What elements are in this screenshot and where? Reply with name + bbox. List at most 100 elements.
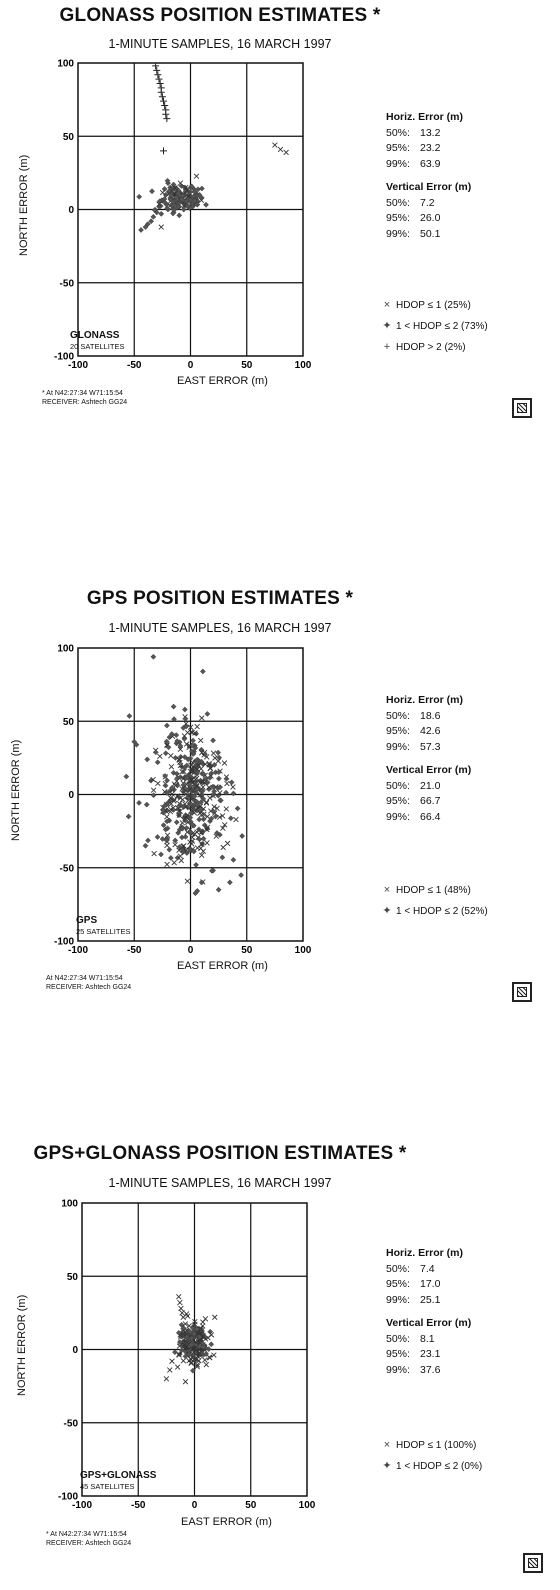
- chart-title: GLONASS POSITION ESTIMATES *: [59, 5, 381, 26]
- data-point: [202, 751, 208, 758]
- data-point: [224, 780, 230, 787]
- data-point: [153, 66, 161, 74]
- data-point: [197, 737, 204, 744]
- stat-value: 42.6: [420, 725, 441, 737]
- data-point: [185, 797, 192, 803]
- x-axis-label: EAST ERROR (m): [177, 375, 268, 387]
- data-point: [164, 818, 170, 825]
- legend-label: 1 < HDOP ≤ 2 (73%): [396, 321, 488, 332]
- data-point: [180, 1314, 186, 1320]
- stat-value: 18.6: [420, 709, 441, 722]
- stat-pct: 95%:: [386, 725, 410, 737]
- chart-panel-gps-glonass: GPS+GLONASS POSITION ESTIMATES * 1-MINUT…: [0, 1135, 560, 1590]
- data-point: [179, 768, 185, 775]
- data-point: [160, 822, 167, 829]
- diamond-marker-icon: ✦: [382, 1460, 392, 1472]
- data-point: [233, 816, 239, 823]
- data-point: [200, 1343, 207, 1350]
- y-axis-label: NORTH ERROR (m): [16, 1294, 28, 1396]
- data-point: [197, 806, 204, 813]
- data-point: [176, 1352, 182, 1358]
- data-point: [203, 800, 210, 806]
- data-point: [184, 850, 190, 856]
- data-point: [179, 820, 186, 826]
- data-point: [165, 744, 172, 751]
- x-tick-label: 0: [192, 1500, 198, 1511]
- data-point: [217, 784, 223, 791]
- data-point: [159, 189, 166, 196]
- data-point: [207, 1328, 214, 1335]
- data-point: [234, 805, 241, 812]
- data-point: [196, 1337, 203, 1343]
- chart-subtitle: 1-MINUTE SAMPLES, 16 MARCH 1997: [108, 37, 332, 51]
- data-point: [206, 760, 212, 767]
- data-point: [203, 201, 209, 208]
- y-tick-label: 100: [57, 59, 74, 70]
- data-point: [195, 826, 202, 833]
- data-point: [189, 1367, 196, 1374]
- stat-value: 21.0: [420, 779, 441, 792]
- data-point: [193, 862, 199, 868]
- data-point: [161, 199, 168, 206]
- data-point: [189, 1324, 196, 1331]
- data-point: [208, 770, 215, 777]
- error-stats: Horiz. Error (m) 50%: 13.2 95%: 23.2 99%: 6…: [386, 110, 471, 242]
- data-point: [190, 737, 196, 744]
- data-point: [207, 795, 213, 801]
- data-point: [175, 830, 182, 836]
- plot-label-sub: 20 SATELLITES: [70, 342, 125, 351]
- data-point: [164, 814, 170, 820]
- data-point: [201, 811, 207, 818]
- data-point: [194, 783, 200, 790]
- data-point: [171, 716, 177, 723]
- data-point: [163, 837, 170, 844]
- data-point: [186, 1328, 193, 1335]
- stat-value: 23.2: [420, 142, 441, 154]
- data-point: [194, 766, 201, 773]
- data-point: [123, 773, 130, 780]
- stat-pct: 95%:: [386, 1278, 410, 1290]
- data-point: [174, 793, 180, 799]
- x-axis-label: EAST ERROR (m): [181, 1516, 272, 1528]
- y-tick-label: 0: [68, 205, 74, 216]
- data-point: [154, 834, 161, 840]
- data-point: [198, 829, 204, 836]
- data-point: [214, 805, 220, 812]
- data-point: [174, 1364, 181, 1370]
- data-point: [176, 757, 182, 763]
- data-point: [177, 746, 184, 753]
- data-point: [206, 784, 212, 791]
- data-point: [180, 1358, 187, 1364]
- stat-pct: 50%:: [386, 1262, 410, 1275]
- data-point: [227, 815, 234, 822]
- data-point: [164, 722, 170, 729]
- data-point: [164, 777, 170, 784]
- data-point: [183, 723, 190, 730]
- legend-label: HDOP > 2 (2%): [396, 342, 466, 353]
- data-point: [182, 834, 189, 840]
- plot-label-sub: 25 SATELLITES: [76, 927, 131, 936]
- data-point: [158, 851, 164, 858]
- footnote-location: * At N42:27:34 W71:15:54: [46, 1531, 127, 1538]
- y-tick-label: -50: [64, 1418, 79, 1429]
- stat-row: 99%: 25.1: [386, 1293, 471, 1309]
- data-point: [182, 1379, 189, 1385]
- data-point: [222, 822, 228, 828]
- data-point: [175, 203, 181, 210]
- legend-label: 1 < HDOP ≤ 2 (0%): [396, 1461, 483, 1472]
- data-point: [148, 218, 155, 225]
- data-point: [199, 841, 205, 847]
- data-point: [206, 762, 212, 768]
- data-point: [194, 201, 200, 208]
- data-point: [164, 825, 171, 832]
- y-tick-label: 100: [61, 1199, 78, 1210]
- data-point: [211, 1352, 217, 1358]
- data-point: [125, 813, 132, 820]
- x-tick-label: -50: [127, 945, 142, 956]
- data-point: [192, 890, 199, 897]
- stat-row: 95%: 26.0: [386, 211, 471, 227]
- data-point: [171, 202, 177, 208]
- data-point: [178, 857, 184, 864]
- data-point: [223, 789, 229, 796]
- data-point: [152, 62, 160, 70]
